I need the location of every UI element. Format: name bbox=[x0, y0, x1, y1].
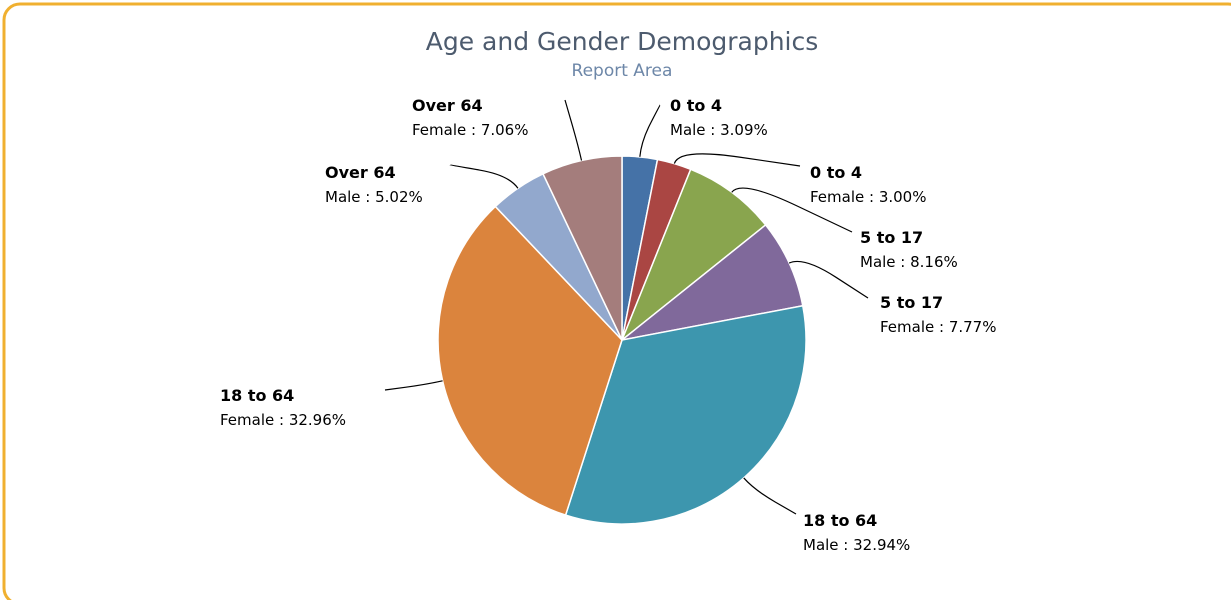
connector bbox=[788, 260, 869, 299]
data-label-value: Male : 32.94% bbox=[803, 536, 910, 554]
data-label-category: 0 to 4 bbox=[810, 163, 862, 182]
data-label-value: Female : 3.00% bbox=[810, 188, 926, 206]
connector bbox=[673, 153, 801, 167]
data-label-category: Over 64 bbox=[325, 163, 396, 182]
data-label-value: Female : 32.96% bbox=[220, 411, 346, 429]
connector bbox=[639, 104, 661, 157]
connector bbox=[743, 477, 797, 515]
connector bbox=[731, 187, 853, 233]
connector bbox=[564, 99, 583, 161]
data-label-value: Male : 3.09% bbox=[670, 121, 768, 139]
data-label-category: 5 to 17 bbox=[860, 228, 923, 247]
data-label-value: Female : 7.06% bbox=[412, 121, 528, 139]
data-label-category: 5 to 17 bbox=[880, 293, 943, 312]
data-label-value: Male : 5.02% bbox=[325, 188, 423, 206]
pie-slice bbox=[437, 205, 623, 517]
data-label-category: 18 to 64 bbox=[803, 511, 877, 530]
data-label-category: Over 64 bbox=[412, 96, 483, 115]
data-label-value: Male : 8.16% bbox=[860, 253, 958, 271]
connector bbox=[449, 164, 519, 189]
chart-subtitle: Report Area bbox=[572, 61, 673, 81]
pie-slice bbox=[620, 168, 767, 343]
data-label-category: 18 to 64 bbox=[220, 386, 294, 405]
data-label-value: Female : 7.77% bbox=[880, 318, 996, 336]
data-label-category: 0 to 4 bbox=[670, 96, 722, 115]
connector bbox=[384, 380, 443, 391]
chart-title: Age and Gender Demographics bbox=[426, 27, 819, 56]
